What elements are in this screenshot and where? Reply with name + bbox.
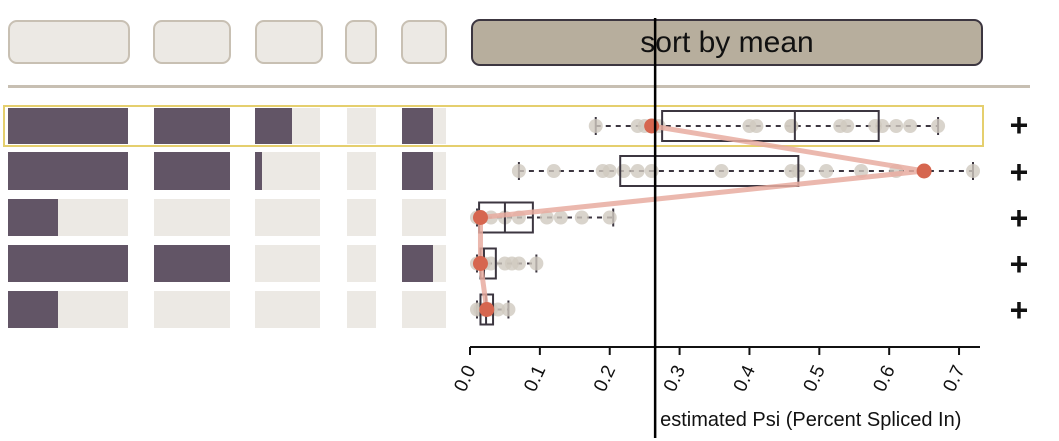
sort-by-mean-button[interactable]: sort by mean [471,19,983,66]
exon-block [8,108,58,144]
sample-point [840,119,855,133]
intron-block [402,199,446,236]
intron-block [255,245,320,282]
mean-point [916,163,932,179]
sample-point [966,164,981,178]
exon-block [8,152,58,190]
exon-block [154,108,230,144]
sample-point [546,164,561,178]
sample-point [875,119,890,133]
intron-block [347,199,376,236]
sample-point [630,164,645,178]
x-tick-label: 0.5 [800,362,830,395]
selected-row-highlight [3,105,984,147]
exon-block [402,152,433,190]
sample-point [889,119,904,133]
intron-block [347,291,376,328]
intron-block [255,152,320,190]
column-header-box-3[interactable] [255,20,323,64]
mean-point [479,302,495,317]
column-header-box-2[interactable] [153,20,231,64]
iqr-box [619,155,800,187]
exon-block [154,152,230,190]
sample-point [483,256,498,271]
intron-block [402,291,446,328]
exon-block [8,245,58,282]
intron-block [347,245,376,282]
sample-point [529,256,544,271]
x-axis-label: estimated Psi (Percent Spliced In) [660,409,961,431]
intron-block [347,152,376,190]
x-tick-label: 0.4 [730,362,760,395]
sample-point [511,164,526,178]
exon-block [402,245,433,282]
mean-point [472,256,488,271]
column-header-box-1[interactable] [8,20,130,64]
mean-point [644,118,660,134]
intron-block [154,291,230,328]
sample-point [602,210,617,225]
sample-point [644,164,659,178]
column-header-box-4[interactable] [345,20,377,64]
add-isoform-button-5[interactable]: + [1009,292,1029,328]
header-divider [8,85,1030,88]
add-isoform-button-1[interactable]: + [1009,107,1029,143]
sample-point [501,302,516,317]
x-tick-label: 0.7 [939,362,969,395]
intron-block [154,199,230,236]
exon-block [58,245,128,282]
sample-point [854,164,869,178]
exon-block [255,152,262,190]
sample-point [784,119,799,133]
exon-block [8,291,58,328]
exon-block [255,108,262,144]
add-isoform-button-3[interactable]: + [1009,200,1029,236]
sample-point [931,119,946,133]
sample-point [553,210,568,225]
x-tick-label: 0.0 [450,362,480,395]
intron-block [255,291,320,328]
mean-point [472,210,488,225]
x-tick-label: 0.6 [870,362,900,395]
sample-point [749,119,764,133]
sample-point [819,164,834,178]
add-isoform-button-2[interactable]: + [1009,154,1029,190]
sample-point [588,119,603,133]
x-tick-label: 0.2 [590,362,620,395]
exon-block [262,108,292,144]
exon-block [154,245,230,282]
intron-block [347,108,376,144]
sample-point [574,210,589,225]
sample-point [602,164,617,178]
column-header-box-5[interactable] [401,20,447,64]
intron-block [255,199,320,236]
sample-point [714,164,729,178]
exon-block [58,152,128,190]
exon-block [58,108,128,144]
sample-point [616,164,631,178]
x-tick-label: 0.1 [520,362,550,395]
sample-point [490,302,505,317]
exon-block [8,199,58,236]
exon-block [402,108,433,144]
sample-point [539,210,554,225]
sample-point [511,256,526,271]
sample-point [903,119,918,133]
add-isoform-button-4[interactable]: + [1009,246,1029,282]
x-tick-label: 0.3 [660,362,690,395]
